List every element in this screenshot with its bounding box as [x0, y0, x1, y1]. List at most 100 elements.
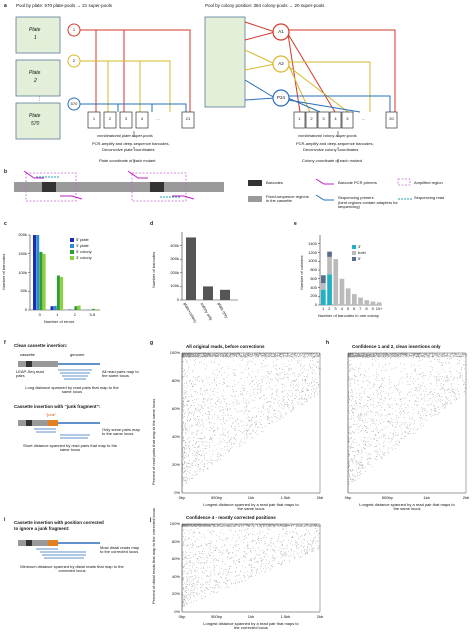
panel-g-ytick-label: 0%	[174, 490, 180, 495]
panel-e-bar	[321, 289, 326, 305]
long-distance-label: Long distance spanned by read pairs that…	[25, 385, 119, 395]
colony-plate	[204, 16, 246, 108]
panel-b-letter: b	[4, 169, 8, 175]
panel-e-bar	[364, 300, 370, 305]
panel-c-letter: c	[4, 221, 7, 227]
panel-c-bar	[50, 306, 54, 310]
panel-j-ytick-label: 60%	[171, 556, 180, 562]
plate-boxes	[15, 16, 61, 140]
all-pairs-label: All read pairs map to the same locus	[102, 369, 139, 379]
panel-e-bar	[327, 274, 332, 305]
panel-e-xlabel: Number of barcodes in one colony	[318, 313, 379, 318]
panel-c-ytick-label: 150k	[18, 250, 27, 256]
panel-e-bar	[370, 301, 376, 305]
panel-g-ytick-label: 60%	[171, 406, 180, 411]
cassette-diagram	[14, 170, 224, 202]
panel-e-ytick-label: 1200	[308, 249, 317, 255]
plate-pool-box	[103, 111, 117, 129]
plate-2-number: 2	[34, 78, 37, 84]
colony-circle-label: A2	[278, 61, 284, 66]
colony-circle-label: P24	[276, 95, 285, 100]
genome-label: genome	[70, 352, 85, 357]
colony-pool-label: 1	[298, 116, 301, 121]
panel-g-ytick-label: 80%	[171, 378, 180, 383]
panel-j-xtick-label: 1.5kb	[280, 614, 291, 619]
plate-pool-label: 2	[108, 116, 112, 121]
panel-c-legend-swatch	[70, 256, 74, 260]
plate-circle-3	[67, 97, 81, 111]
panel-c-bar	[33, 235, 36, 310]
panel-h-xtick-label: 2kb	[462, 495, 470, 500]
panel-g-xlabel: Longest distance spanned by a read pair …	[203, 502, 299, 512]
panel-e-xtick-label: 7	[359, 306, 362, 311]
panel-d-ytick-label: 300k	[170, 256, 179, 262]
legend-amplified: Amplified region	[414, 180, 443, 185]
panel-c-legend-label: 3' plate	[76, 243, 89, 248]
panel-c-bar	[60, 277, 64, 310]
colony-pool-box	[385, 111, 398, 129]
panel-h-title: Confidence 1 and 2, clean insertions onl…	[352, 344, 441, 349]
panel-e-bar	[327, 251, 332, 257]
panel-g-ylabel: Percent of read pairs that map to the sa…	[151, 398, 156, 485]
panel-g-letter: g	[150, 340, 154, 346]
panel-c-xtick-label: 0	[38, 312, 41, 317]
panel-h-xtick-label: 0bp	[344, 495, 352, 500]
panel-c-bar	[36, 235, 40, 310]
panel-h-xtick-label: 500bp	[381, 495, 393, 500]
plate-2-label: Plate	[29, 70, 41, 76]
left-step-1: combinatorial plate-super-pools	[97, 133, 153, 138]
panel-g-xtick-label: 1.5kb	[280, 495, 291, 500]
panel-c-bar	[77, 305, 81, 310]
panel-c-legend-swatch	[70, 238, 74, 242]
panel-e-legend-label: 5'	[358, 256, 361, 261]
panel-c-legend-label: 5' colony	[76, 249, 92, 254]
panel-d-ytick-label: 400k	[170, 242, 179, 248]
panel-g-xtick-label: 2kb	[316, 495, 324, 500]
junk-label: “junk”	[46, 412, 57, 417]
clean-title: Clean cassette insertion:	[14, 343, 68, 348]
panel-j-xtick-label: 500bp	[210, 614, 223, 619]
panel-e-ylabel: Number of colonies	[299, 255, 304, 290]
panel-e-bar	[358, 297, 363, 305]
panel-d-ylabel: Number of barcodes	[151, 251, 156, 288]
panel-j-letter: j	[150, 517, 152, 523]
panel-i-letter: i	[4, 517, 6, 523]
plate-ellipsis: ⋮	[37, 96, 42, 102]
colony-pool-label: 20	[389, 116, 394, 121]
right-step-1: combinatorial colony-super-pools	[298, 133, 357, 138]
panel-j-xtick-label: 0bp	[178, 614, 186, 619]
panel-g-ytick-label: 20%	[171, 462, 180, 467]
panel-c-bar	[39, 251, 43, 310]
panel-f-letter: f	[4, 340, 6, 346]
panel-e-letter: e	[294, 221, 297, 227]
panel-j-ytick-label: 40%	[171, 573, 180, 579]
colony-lines	[244, 21, 396, 113]
panel-h-xtick-label: 1kb	[423, 495, 430, 500]
short-distance-label: Short distance spanned by read pairs tha…	[22, 443, 118, 453]
plate-pool-label: 4	[140, 116, 144, 121]
panel-e-xtick-label: 2	[328, 306, 331, 311]
plate-pool-lines	[80, 29, 191, 112]
panel-a-letter: a	[4, 3, 7, 9]
panel-e-bar	[321, 275, 326, 284]
colony-circle-1	[272, 23, 290, 41]
colony-pool-label: 2	[310, 116, 313, 121]
panel-d-ytick-label: 100k	[170, 283, 179, 289]
right-step-4: Colony coordinate of each mutant	[302, 158, 362, 163]
panel-c-xtick-label: 3-5	[89, 312, 96, 317]
panel-c-ytick-label: 100k	[18, 269, 27, 275]
panel-e-legend-label: 3'	[358, 244, 361, 249]
plate-pool-box	[135, 111, 149, 129]
legend-seq-primers: Sequencing primers	[338, 195, 374, 200]
panel-e-xtick-label: 3	[334, 306, 337, 311]
panel-c-ytick-label: 200k	[18, 232, 27, 237]
panel-e-ytick-label: 1000	[308, 258, 317, 264]
panel-d-letter: d	[150, 221, 154, 227]
panel-e-xtick-label: 9	[371, 306, 374, 311]
panel-e-legend-label: both	[358, 250, 366, 255]
plate-pool-label: 21	[185, 116, 191, 121]
plate-circle-1	[67, 23, 81, 37]
colony-pool-box	[305, 111, 318, 129]
panel-e-ytick-label: 1400	[308, 240, 317, 246]
